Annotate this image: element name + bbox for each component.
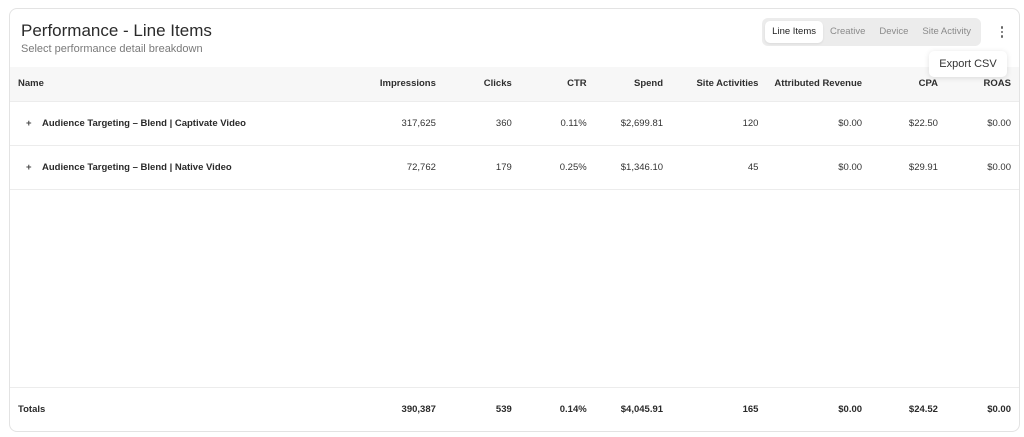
cell-spend: $2,699.81 [620,117,664,129]
totals-label: Totals [18,403,46,415]
card-header: Performance - Line Items Select performa… [10,9,1019,67]
column-header-clicks[interactable]: Clicks [443,67,520,102]
cell-site-activities: 45 [747,161,759,173]
column-header-impressions[interactable]: Impressions [341,67,444,102]
column-header-site-activities[interactable]: Site Activities [671,67,767,102]
column-header-attributed-revenue[interactable]: Attributed Revenue [766,67,871,102]
expand-plus-icon[interactable]: + [26,161,32,173]
expand-plus-icon[interactable]: + [26,117,32,129]
cell-site-activities: 120 [742,117,759,129]
cell-impressions: 317,625 [401,117,436,129]
cell-attributed-revenue: $0.00 [838,117,863,129]
line-item-name: Audience Targeting – Blend | Native Vide… [42,161,232,173]
cell-cpa: $22.50 [908,117,938,129]
tab-site-activity[interactable]: Site Activity [922,26,971,37]
breakdown-tabs: Line Items Creative Device Site Activity [762,18,981,46]
kebab-vertical-icon[interactable] [995,23,1009,41]
export-csv-menu-item[interactable]: Export CSV [929,51,1007,77]
line-item-name: Audience Targeting – Blend | Captivate V… [42,117,246,129]
table-row[interactable]: + Audience Targeting – Blend | Captivate … [10,101,1019,145]
line-items-table: Name Impressions Clicks CTR Spend Site A… [10,67,1019,431]
cell-name: + Audience Targeting – Blend | Native Vid… [10,145,342,189]
page-subtitle: Select performance detail breakdown [21,43,203,55]
tab-creative[interactable]: Creative [830,26,866,37]
cell-clicks: 360 [495,117,512,129]
totals-row: Totals 390,387 539 0.14% $4,045.91 165 $… [10,387,1019,431]
performance-card: Performance - Line Items Select performa… [9,8,1020,432]
total-clicks: 539 [495,403,512,415]
total-roas: $0.00 [987,403,1011,415]
total-attributed-revenue: $0.00 [838,403,863,415]
page-title: Performance - Line Items [21,21,212,40]
column-header-spend[interactable]: Spend [594,67,672,102]
empty-cell [10,189,1019,387]
cell-roas: $0.00 [987,117,1011,129]
total-site-activities: 165 [742,403,759,415]
tab-line-items[interactable]: Line Items [765,21,823,43]
column-header-ctr[interactable]: CTR [519,67,595,102]
kebab-dot [1000,35,1004,38]
cell-spend: $1,346.10 [620,161,664,173]
cell-clicks: 179 [495,161,512,173]
table-row[interactable]: + Audience Targeting – Blend | Native Vid… [10,145,1019,189]
table-header-row: Name Impressions Clicks CTR Spend Site A… [10,67,1019,102]
kebab-dot [1000,26,1004,29]
cell-ctr: 0.11% [560,117,587,129]
cell-ctr: 0.25% [559,161,587,173]
column-header-name[interactable]: Name [10,67,342,102]
total-impressions: 390,387 [401,403,436,415]
tab-device[interactable]: Device [879,26,909,37]
cell-attributed-revenue: $0.00 [838,161,863,173]
total-cpa: $24.52 [908,403,938,415]
total-spend: $4,045.91 [620,403,664,415]
cell-cpa: $29.91 [908,161,938,173]
total-ctr: 0.14% [559,403,587,415]
cell-roas: $0.00 [987,161,1011,173]
kebab-dot [1000,30,1004,34]
empty-space [10,189,1019,387]
cell-name: + Audience Targeting – Blend | Captivate … [10,101,342,145]
cell-impressions: 72,762 [406,161,436,173]
